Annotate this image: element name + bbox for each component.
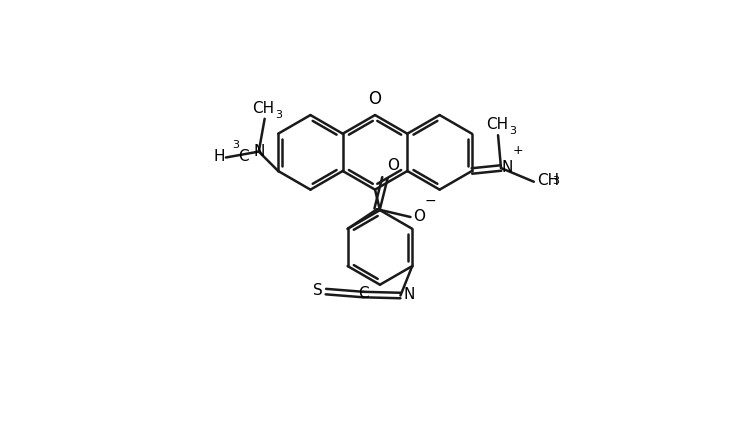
Text: 3: 3	[509, 126, 516, 136]
Text: CH: CH	[486, 117, 508, 132]
Text: O: O	[387, 158, 399, 173]
Text: 3: 3	[275, 110, 283, 120]
Text: −: −	[425, 194, 436, 208]
Text: H: H	[213, 149, 225, 164]
Text: O: O	[369, 90, 382, 108]
Text: 3: 3	[231, 140, 239, 150]
Text: O: O	[413, 209, 425, 223]
Text: S: S	[313, 283, 323, 298]
Text: CH: CH	[253, 101, 274, 116]
Text: N: N	[502, 160, 513, 174]
Text: C: C	[358, 286, 369, 301]
Text: N: N	[403, 287, 415, 302]
Text: C: C	[238, 149, 248, 164]
Text: +: +	[513, 144, 523, 157]
Text: CH: CH	[537, 173, 559, 188]
Text: N: N	[253, 144, 265, 159]
Text: 3: 3	[553, 176, 559, 186]
